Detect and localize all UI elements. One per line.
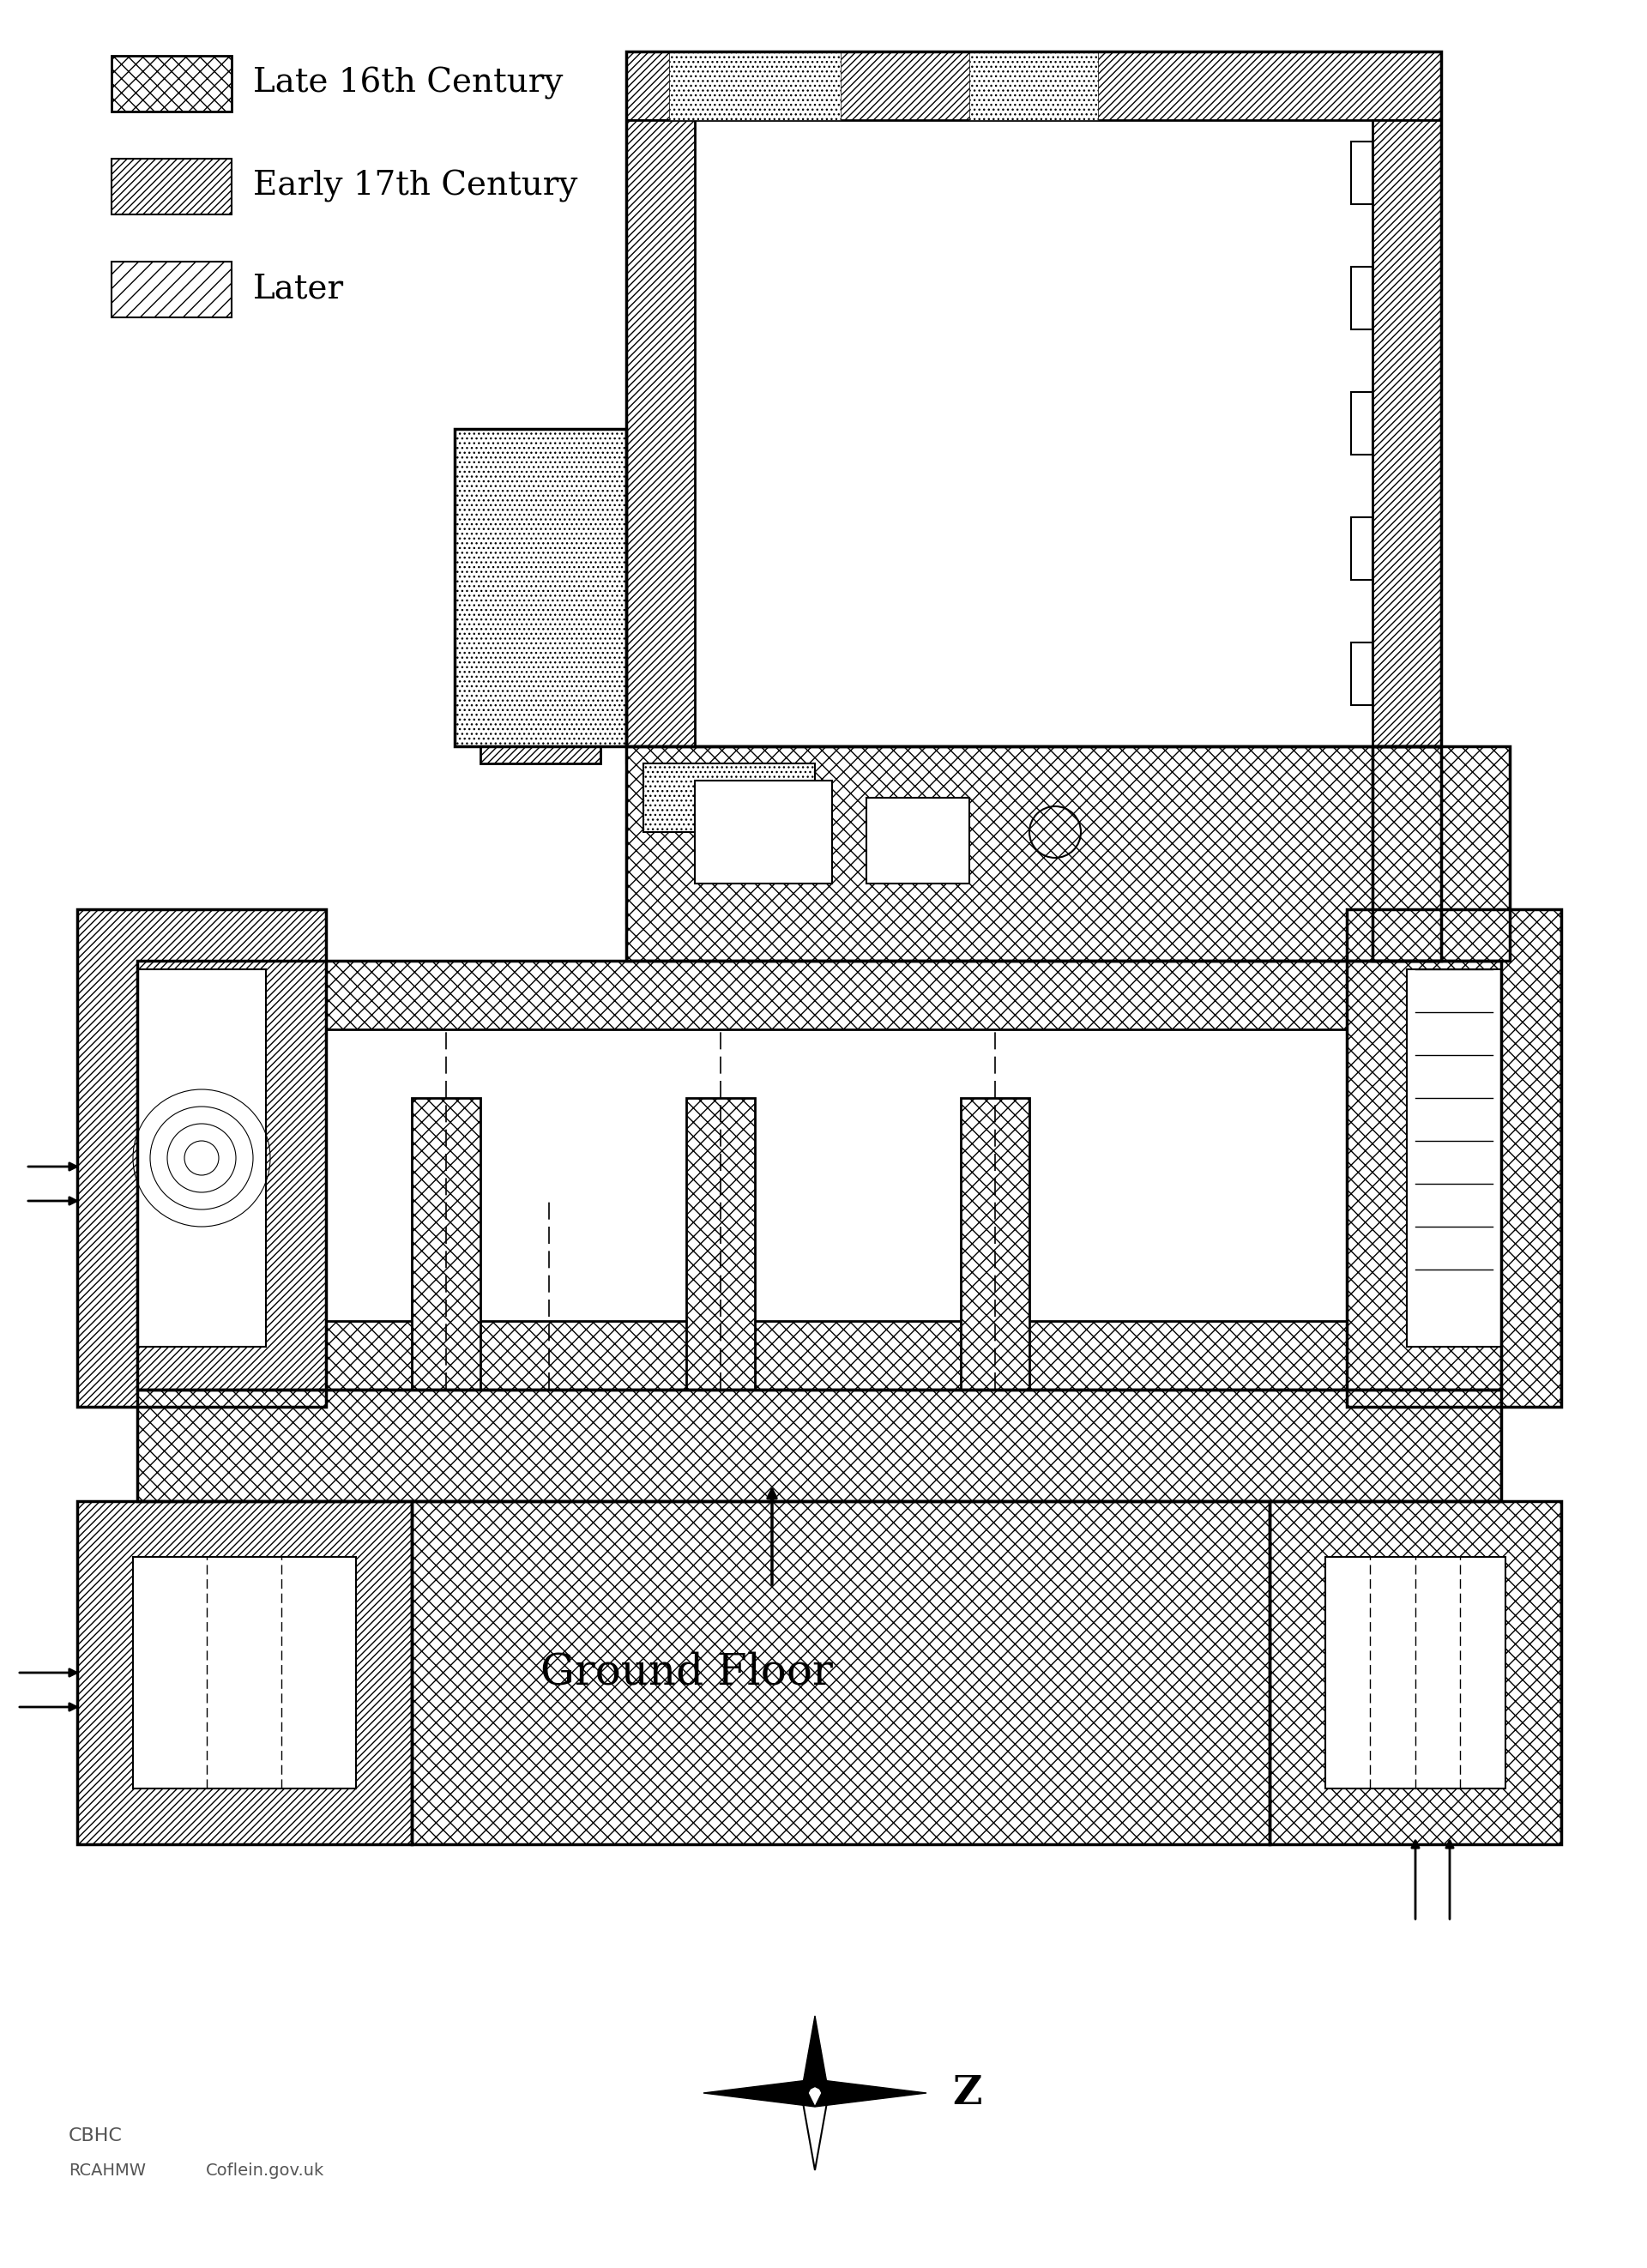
Bar bbox=[1270, 1501, 1561, 1844]
Bar bbox=[626, 746, 1441, 962]
Bar bbox=[1372, 746, 1510, 962]
Bar bbox=[1270, 1501, 1561, 1844]
Bar bbox=[1372, 120, 1441, 746]
Polygon shape bbox=[800, 2087, 828, 2170]
Polygon shape bbox=[815, 2080, 926, 2107]
Bar bbox=[112, 57, 232, 111]
Bar bbox=[626, 52, 1441, 120]
Bar bbox=[77, 909, 326, 1406]
Text: Early 17th Century: Early 17th Century bbox=[254, 170, 578, 202]
Bar bbox=[1326, 1556, 1505, 1789]
Bar bbox=[644, 764, 815, 832]
Polygon shape bbox=[703, 2080, 815, 2107]
Bar bbox=[137, 962, 1500, 1390]
Bar bbox=[626, 52, 1441, 746]
Bar bbox=[960, 1098, 1029, 1390]
Bar bbox=[644, 764, 815, 832]
Bar bbox=[1441, 1098, 1500, 1390]
Bar bbox=[412, 1501, 1270, 1844]
Bar bbox=[137, 1390, 1500, 1501]
Bar bbox=[695, 120, 1372, 746]
Bar bbox=[455, 429, 626, 746]
Bar bbox=[77, 1501, 412, 1844]
Bar bbox=[412, 1098, 481, 1390]
Bar bbox=[866, 798, 970, 885]
Bar bbox=[669, 52, 840, 120]
Bar bbox=[1351, 642, 1372, 705]
Text: CBHC: CBHC bbox=[69, 2127, 122, 2146]
Bar bbox=[137, 1320, 1500, 1390]
Bar bbox=[137, 1098, 1500, 1390]
Bar bbox=[133, 1556, 356, 1789]
Bar bbox=[137, 962, 1500, 1030]
Bar bbox=[1351, 392, 1372, 454]
Bar bbox=[695, 780, 832, 885]
Text: Coflein.gov.uk: Coflein.gov.uk bbox=[206, 2161, 324, 2177]
Bar bbox=[481, 746, 601, 764]
Text: Ground Floor: Ground Floor bbox=[540, 1651, 832, 1694]
Polygon shape bbox=[800, 2016, 828, 2100]
Bar bbox=[412, 1501, 1270, 1844]
Bar bbox=[455, 429, 626, 746]
Text: Later: Later bbox=[254, 272, 344, 304]
Bar bbox=[137, 1098, 198, 1390]
Bar bbox=[626, 120, 695, 746]
Bar bbox=[1347, 909, 1561, 1406]
Bar bbox=[137, 1390, 1500, 1501]
Bar bbox=[112, 261, 232, 318]
Bar bbox=[970, 52, 1099, 120]
Text: Z: Z bbox=[952, 2073, 982, 2114]
Bar bbox=[1407, 968, 1500, 1347]
Bar bbox=[77, 1501, 412, 1844]
Bar bbox=[1351, 141, 1372, 204]
Bar bbox=[137, 968, 265, 1347]
Bar bbox=[626, 746, 1441, 962]
Bar bbox=[1372, 746, 1510, 962]
Bar bbox=[1351, 268, 1372, 329]
Text: RCAHMW: RCAHMW bbox=[69, 2161, 147, 2177]
Bar bbox=[77, 909, 326, 1406]
Bar bbox=[1351, 517, 1372, 581]
Text: Late 16th Century: Late 16th Century bbox=[254, 68, 563, 100]
Bar bbox=[112, 159, 232, 215]
Bar bbox=[1347, 909, 1561, 1406]
Bar bbox=[687, 1098, 754, 1390]
